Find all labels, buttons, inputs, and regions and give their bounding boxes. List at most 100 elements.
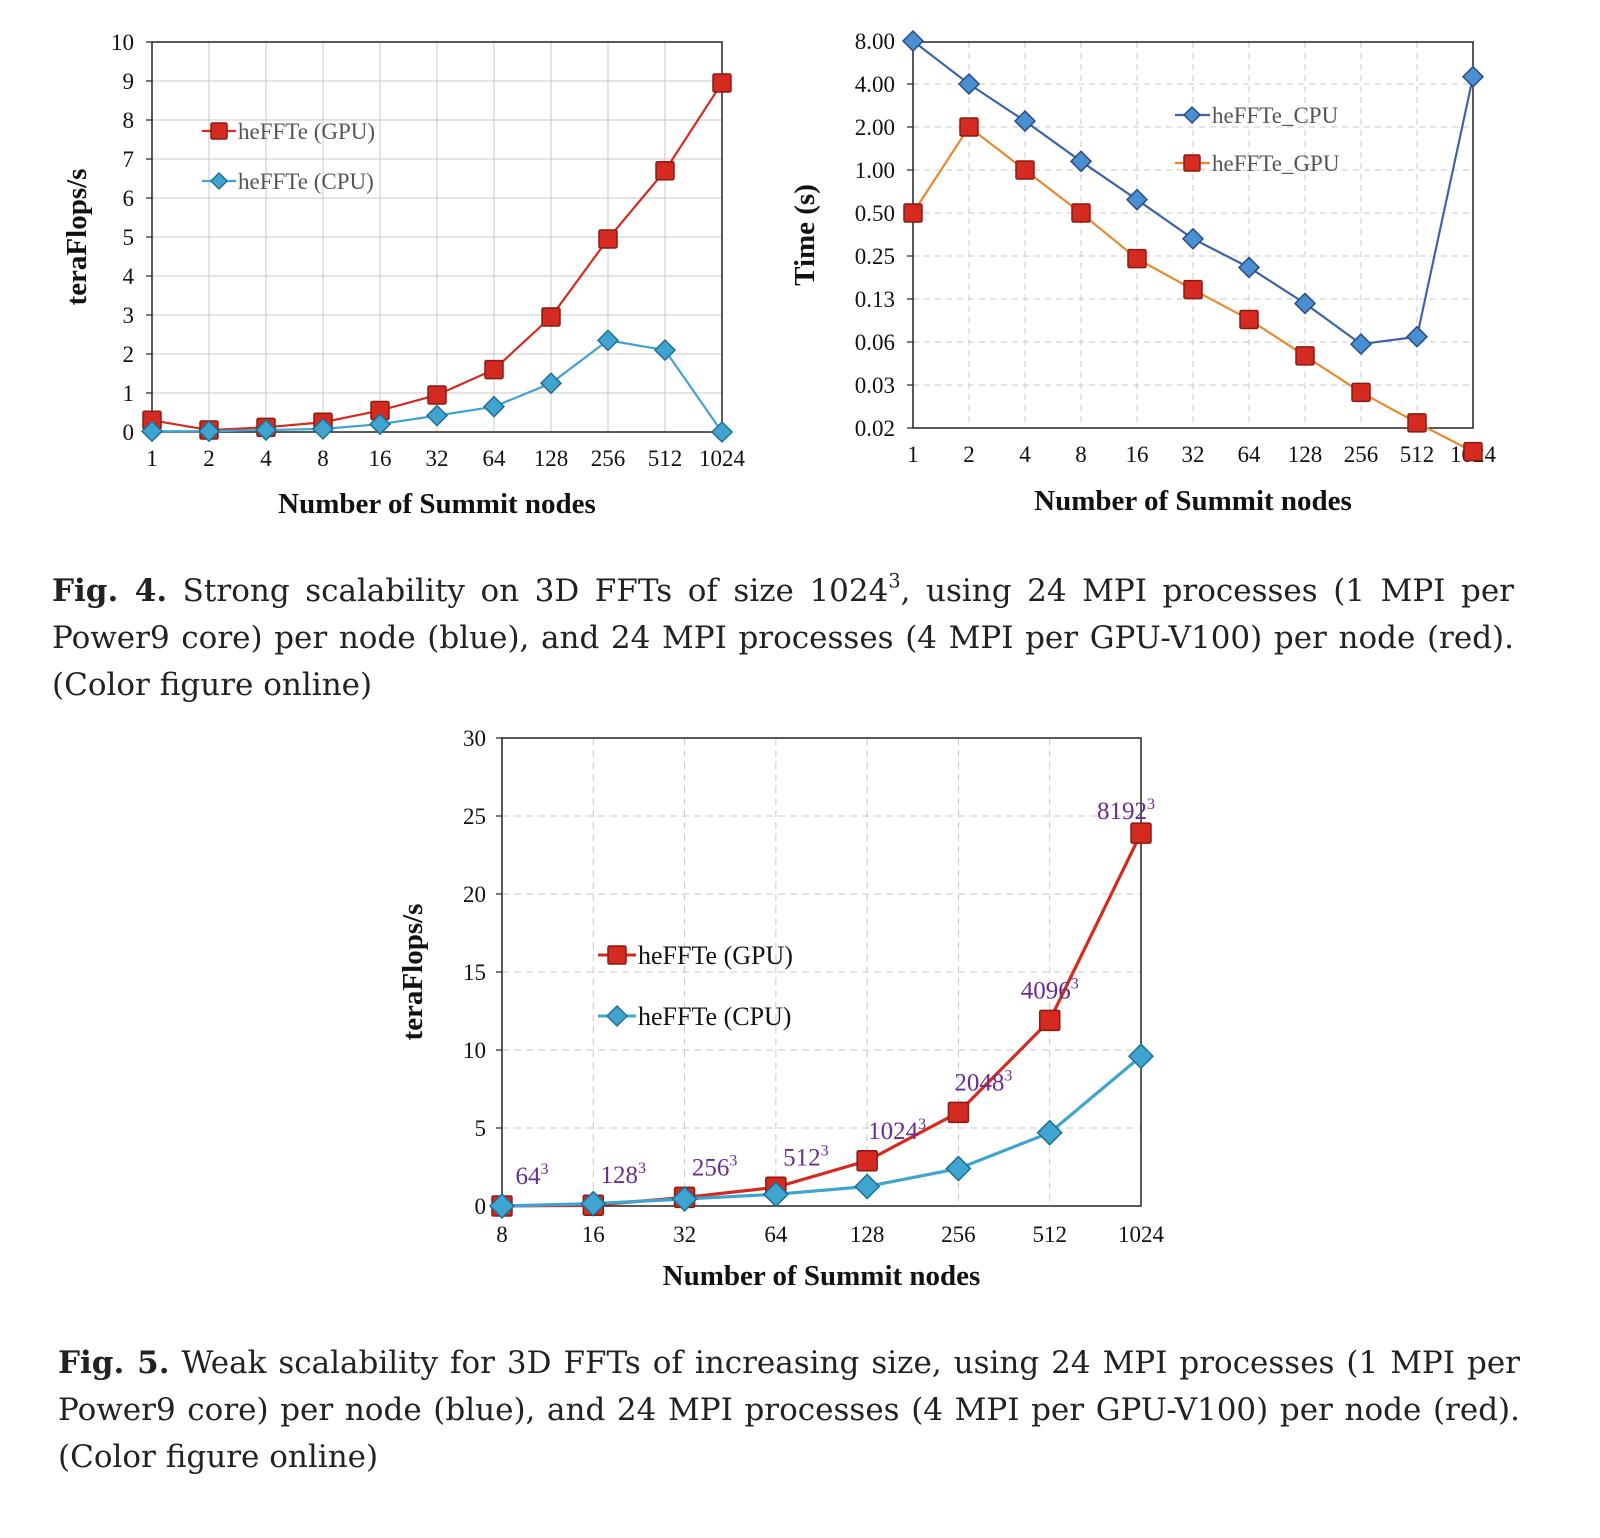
size-annotation: 5123 [783,1142,829,1171]
y-tick-label: 3 [123,303,135,328]
data-point-diamond [197,420,221,443]
y-tick-label: 0 [123,420,135,445]
fig5-caption: Fig. 5. Weak scalability for 3D FFTs of … [58,1340,1520,1481]
data-point-square [1038,1009,1061,1032]
y-tick-label: 2 [123,342,135,367]
data-point-diamond [1181,227,1205,250]
legend-marker-cpu [605,1004,629,1028]
x-tick-label: 1 [907,442,919,467]
x-tick-label: 16 [582,1222,605,1247]
y-tick-label: 0.03 [855,373,895,398]
y-tick-label: 7 [123,147,135,172]
legend-marker-cpu [209,171,229,191]
x-tick-label: 512 [1032,1222,1067,1247]
data-point-square [1351,382,1371,403]
data-point-diamond [1405,325,1429,348]
series-line [501,1055,1143,1208]
size-annotation: 10243 [868,1116,926,1145]
size-annotation-base: 256 [692,1154,730,1181]
data-point-square [856,1150,878,1172]
data-point-diamond [957,72,981,96]
size-annotation-base: 512 [783,1144,821,1171]
data-point-diamond [1069,150,1093,173]
data-point-diamond [254,418,278,442]
data-point-diamond [1349,333,1373,356]
y-tick-label: 9 [123,69,135,94]
y-tick-label: 0.02 [855,416,895,441]
fig5-caption-text: Weak scalability for 3D FFTs of increasi… [58,1345,1520,1475]
size-annotation-base: 8192 [1097,798,1147,825]
x-tick-label: 128 [534,446,569,471]
data-point-diamond [945,1155,972,1182]
size-annotation: 20483 [954,1067,1012,1096]
x-axis-title: Number of Summit nodes [278,488,596,520]
fig4-caption-label: Fig. 4. [52,573,168,609]
data-point-diamond [671,1185,698,1213]
y-axis-title: Time (s) [789,184,821,286]
y-tick-label: 1.00 [855,158,895,183]
data-point-diamond [140,420,164,443]
size-annotation: 40963 [1021,975,1079,1004]
legend-marker-gpu [607,945,627,965]
x-tick-label: 512 [648,446,683,471]
y-tick-label: 0.25 [855,244,895,269]
data-point-diamond [901,29,925,53]
legend-label-cpu: heFFTe_CPU [1212,103,1339,128]
data-point-diamond [1127,1043,1155,1070]
x-tick-label: 4 [260,446,272,471]
x-tick-label: 16 [369,446,392,471]
size-annotation: 81923 [1097,796,1155,825]
data-point-diamond [539,372,563,395]
legend-marker-gpu [1183,154,1201,172]
data-point-square [1295,346,1315,366]
x-tick-label: 16 [1126,442,1149,467]
data-point-square [1127,248,1147,269]
y-tick-label: 20 [463,882,486,907]
data-point-diamond [580,1190,607,1217]
fig4-caption-pre: Strong scalability on 3D FFTs of size 10… [167,573,889,609]
y-tick-label: 15 [463,960,486,985]
data-point-diamond [1036,1119,1063,1146]
plot-frame [912,41,1474,429]
data-point-square [655,160,675,181]
data-point-diamond [1125,188,1149,211]
fig4-caption-sup: 3 [888,569,901,593]
x-tick-label: 8 [496,1222,508,1247]
size-annotation-exp: 3 [1004,1067,1012,1084]
size-annotation-base: 4096 [1021,977,1071,1004]
data-point-square [1071,203,1091,223]
x-tick-label: 32 [1182,442,1205,467]
y-axis-title: teraFlops/s [61,169,93,306]
data-point-square [712,73,732,93]
x-tick-label: 128 [850,1222,885,1247]
y-tick-label: 4 [123,264,135,289]
size-annotation: 643 [516,1161,549,1190]
y-tick-label: 0.50 [855,201,895,226]
y-tick-label: 0.06 [855,330,895,355]
y-tick-label: 1 [123,381,135,406]
series-heffte-gpu [903,117,1483,462]
size-annotation-base: 1024 [868,1118,919,1145]
data-point-square [1015,160,1035,180]
y-tick-label: 0 [475,1194,487,1219]
data-point-diamond [1461,65,1485,88]
y-tick-label: 6 [123,186,135,211]
size-annotation: 2563 [692,1152,738,1181]
size-annotation-exp: 3 [821,1142,829,1159]
x-tick-label: 512 [1400,442,1435,467]
data-point-diamond [482,395,506,418]
x-tick-label: 2 [963,442,975,467]
data-point-diamond [596,329,620,352]
x-tick-label: 32 [673,1222,696,1247]
y-tick-label: 5 [475,1116,487,1141]
data-point-square [1239,309,1259,330]
size-annotation-exp: 3 [1071,975,1079,992]
y-tick-label: 25 [463,804,486,829]
data-point-square [1130,822,1152,844]
legend-label-cpu: heFFTe (CPU) [238,169,374,194]
x-tick-label: 1024 [1118,1222,1165,1247]
x-tick-label: 8 [1075,442,1087,467]
x-tick-label: 256 [591,446,626,471]
size-annotation-base: 64 [516,1163,542,1190]
data-point-diamond [1013,110,1037,133]
